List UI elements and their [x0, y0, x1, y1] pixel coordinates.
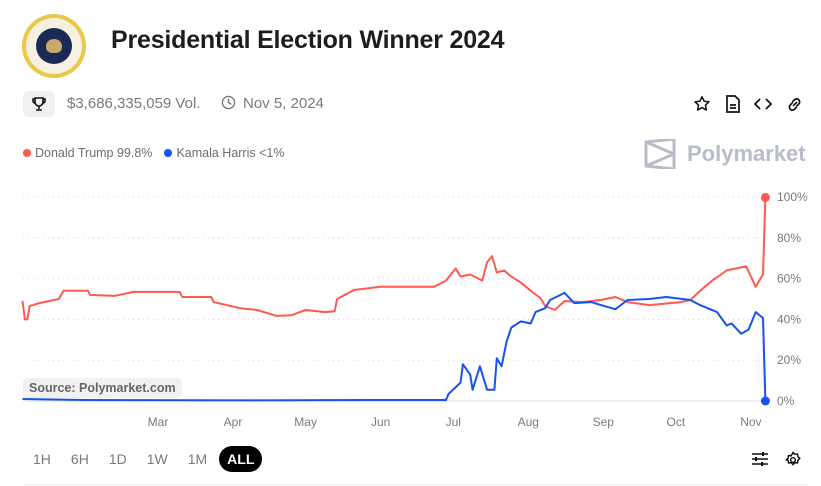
range-1m-button[interactable]: 1M — [187, 451, 208, 467]
clock-icon — [221, 95, 236, 110]
series-endpoint-harris — [760, 396, 770, 406]
volume-text: $3,686,335,059 Vol. — [67, 95, 201, 112]
x-tick-label: Mar — [148, 415, 169, 429]
legend-label: Kamala Harris <1% — [176, 146, 285, 160]
chart-legend: Donald Trump 99.8% Kamala Harris <1% — [23, 146, 284, 160]
source-label: Source: Polymarket.com — [23, 378, 182, 398]
bookmark-star-button[interactable] — [691, 93, 713, 115]
polymarket-logo: Polymarket — [643, 139, 806, 169]
y-tick-label: 80% — [777, 231, 801, 245]
x-tick-label: Jul — [446, 415, 461, 429]
document-button[interactable] — [722, 93, 744, 115]
sliders-icon — [752, 452, 768, 466]
trump-dot-icon — [23, 149, 31, 157]
series-line-harris — [22, 291, 767, 402]
divider — [23, 484, 808, 485]
range-all-button[interactable]: ALL — [219, 446, 263, 472]
x-tick-label: Apr — [224, 415, 243, 429]
y-tick-label: 20% — [777, 353, 801, 367]
y-tick-label: 40% — [777, 312, 801, 326]
trophy-button[interactable] — [23, 91, 55, 117]
x-tick-label: Nov — [740, 415, 761, 429]
series-line-trump — [21, 197, 767, 321]
presidential-seal-logo — [22, 14, 86, 78]
end-date-text: Nov 5, 2024 — [243, 95, 324, 112]
x-tick-label: May — [294, 415, 317, 429]
range-1d-button[interactable]: 1D — [108, 451, 127, 467]
document-icon — [726, 95, 740, 113]
time-range-selector: 1H 6H 1D 1W 1M ALL — [25, 446, 263, 472]
polymarket-logo-icon — [644, 139, 676, 169]
copy-link-button[interactable] — [783, 93, 805, 115]
star-icon — [694, 96, 710, 111]
y-tick-label: 60% — [777, 272, 801, 286]
legend-item-harris: Kamala Harris <1% — [164, 146, 284, 160]
settings-button[interactable] — [784, 451, 802, 474]
series-endpoint-trump — [760, 192, 770, 202]
trophy-icon — [32, 97, 46, 111]
x-tick-label: Aug — [518, 415, 539, 429]
legend-item-trump: Donald Trump 99.8% — [23, 146, 152, 160]
code-icon — [754, 98, 772, 110]
chart-settings-sliders-button[interactable] — [751, 451, 769, 472]
range-1w-button[interactable]: 1W — [146, 451, 168, 467]
polymarket-wordmark: Polymarket — [687, 141, 806, 166]
y-tick-label: 0% — [777, 394, 795, 408]
page-title: Presidential Election Winner 2024 — [111, 26, 505, 54]
x-tick-label: Sep — [593, 415, 615, 429]
x-tick-label: Oct — [667, 415, 686, 429]
x-tick-label: Jun — [371, 415, 390, 429]
y-tick-label: 100% — [777, 190, 808, 204]
harris-dot-icon — [164, 149, 173, 157]
embed-button[interactable] — [752, 93, 774, 115]
link-icon — [788, 97, 800, 111]
range-1h-button[interactable]: 1H — [33, 451, 51, 467]
range-6h-button[interactable]: 6H — [70, 451, 89, 467]
gear-icon — [785, 451, 801, 466]
legend-label: Donald Trump 99.8% — [35, 146, 153, 160]
